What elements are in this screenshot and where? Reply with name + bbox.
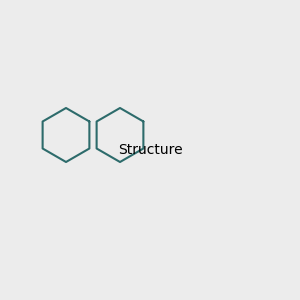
Text: Structure: Structure [118,143,182,157]
